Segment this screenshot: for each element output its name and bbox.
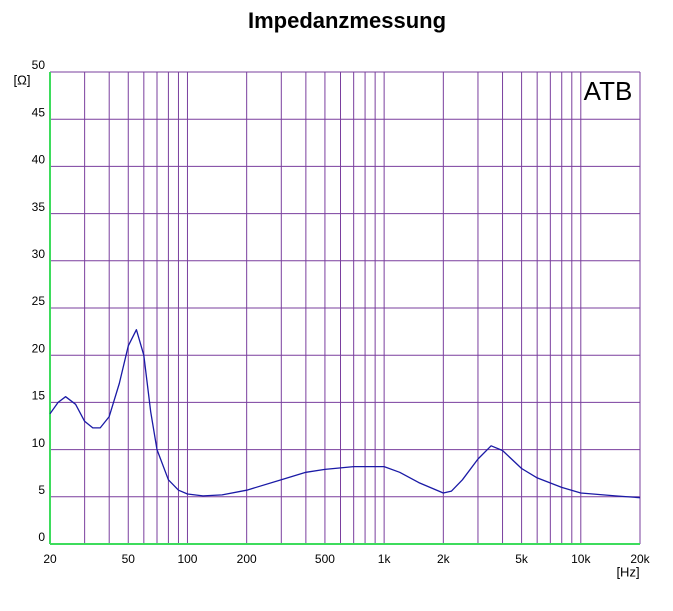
y-tick-label: 15 [32,389,46,403]
x-tick-label: 20k [630,552,650,566]
y-tick-label: 30 [32,247,46,261]
y-tick-label: 0 [38,530,45,544]
y-tick-label: 50 [32,58,46,72]
y-tick-label: 5 [38,483,45,497]
y-axis-label: [Ω] [14,72,31,87]
x-axis-label: [Hz] [616,564,639,579]
y-tick-label: 35 [32,200,46,214]
y-tick-label: 10 [32,436,46,450]
x-tick-label: 5k [515,552,529,566]
x-tick-label: 2k [437,552,451,566]
x-tick-label: 1k [378,552,392,566]
y-tick-label: 45 [32,105,46,119]
x-tick-label: 200 [237,552,257,566]
x-tick-label: 20 [43,552,57,566]
y-tick-label: 25 [32,294,46,308]
x-tick-label: 500 [315,552,335,566]
chart-title: Impedanzmessung [248,8,446,33]
x-tick-label: 10k [571,552,591,566]
y-tick-label: 20 [32,341,46,355]
annotation: ATB [584,76,633,106]
impedance-line [49,329,641,499]
x-tick-label: 100 [177,552,197,566]
y-tick-label: 40 [32,153,46,167]
x-tick-label: 50 [122,552,136,566]
